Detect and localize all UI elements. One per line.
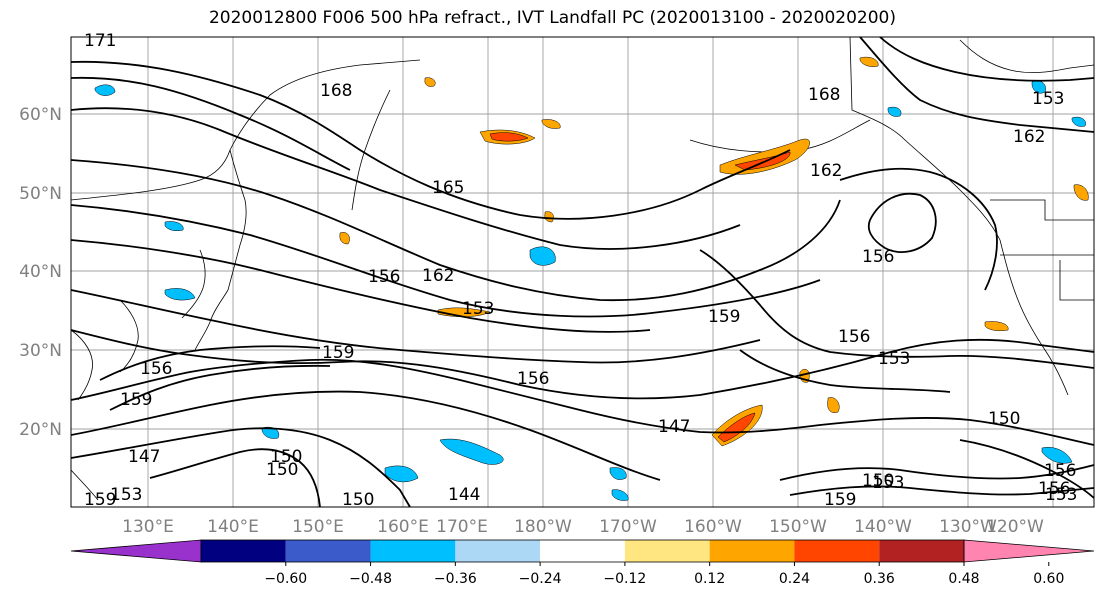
contour-label: 156: [140, 359, 172, 379]
lon-label: 170°E: [436, 517, 488, 537]
contour-labels: 171 168 165 162 156 153 159 156 150 147 …: [84, 31, 1077, 510]
map-panel: 171 168 165 162 156 153 159 156 150 147 …: [70, 31, 1095, 510]
map-frame: [70, 36, 1095, 508]
contour-label: 150: [270, 447, 302, 467]
colorbar-tick-label: 0.36: [864, 571, 895, 587]
lat-label: 20°N: [19, 420, 62, 440]
colorbar-tick-label: 0.60: [1033, 571, 1064, 587]
lon-label: 170°W: [599, 517, 657, 537]
contour-label: 147: [128, 447, 160, 467]
lon-label: 160°W: [684, 517, 742, 537]
lon-label: 180°W: [514, 517, 572, 537]
colorbar-tick-label: −0.48: [349, 571, 392, 587]
lat-label: 60°N: [19, 105, 62, 125]
contour-label: 153: [878, 349, 910, 369]
colorbar-bin: [201, 540, 286, 562]
contour-label: 156: [838, 327, 870, 347]
contour-label: 159: [322, 343, 354, 363]
colorbar-bin: [370, 540, 456, 562]
lat-label: 40°N: [19, 262, 62, 282]
contour-label: 159: [120, 390, 152, 410]
colorbar-bin: [540, 540, 625, 562]
colorbar: −0.60 −0.48 −0.36 −0.24 −0.12 0.12 0.24 0.36 0.4…: [70, 539, 1095, 587]
lon-label: 140°E: [207, 517, 259, 537]
contour-label: 159: [708, 307, 740, 327]
contour-label: 153: [110, 485, 142, 505]
contour-label: 150: [342, 490, 374, 510]
contour-label: 153: [462, 299, 494, 319]
colorbar-tick-label: −0.24: [519, 571, 562, 587]
colorbar-bins: [70, 539, 1095, 563]
contour-label: 165: [432, 178, 464, 198]
contour-label: 156: [1044, 461, 1076, 481]
colorbar-tick-label: −0.60: [264, 571, 307, 587]
contour-label: 156: [517, 369, 549, 389]
gridlines: [71, 37, 1094, 507]
lat-label: 30°N: [19, 341, 62, 361]
contour-label: 153: [872, 473, 904, 493]
colorbar-bin: [624, 540, 710, 562]
colorbar-extend-high: [963, 539, 1095, 563]
refractivity-contours: [70, 36, 1095, 508]
lon-label: 150°W: [769, 517, 827, 537]
lon-label: 120°W: [986, 517, 1044, 537]
contour-label: 171: [84, 31, 116, 51]
lon-label: 130°E: [122, 517, 174, 537]
colorbar-bin: [285, 540, 371, 562]
contour-label: 153: [1032, 89, 1064, 109]
contour-label: 168: [808, 85, 840, 105]
contour-label: 159: [824, 490, 856, 510]
colorbar-tick-label: 0.24: [779, 571, 810, 587]
map-background: [71, 37, 1094, 507]
contour-label: 144: [448, 485, 480, 505]
lon-label: 150°E: [292, 517, 344, 537]
lon-label: 160°E: [377, 517, 429, 537]
lat-axis: 60°N 50°N 40°N 30°N 20°N: [19, 105, 62, 440]
colorbar-extend-low: [70, 539, 202, 563]
map-title: 2020012800 F006 500 hPa refract., IVT La…: [208, 8, 896, 28]
contour-label: 147: [658, 417, 690, 437]
colorbar-tick-label: 0.12: [694, 571, 725, 587]
lon-axis: 130°E 140°E 150°E 160°E 170°E 180°W 170°…: [122, 517, 1044, 537]
colorbar-tick-label: 0.48: [948, 571, 979, 587]
contour-label: 156: [1038, 479, 1070, 499]
contour-label: 150: [988, 409, 1020, 429]
contour-label: 162: [810, 161, 842, 181]
colorbar-bin: [794, 540, 880, 562]
lat-label: 50°N: [19, 184, 62, 204]
colorbar-tick-label: −0.36: [434, 571, 477, 587]
contour-label: 153: [1045, 485, 1077, 505]
contour-label: 156: [368, 267, 400, 287]
contour-label: 168: [320, 81, 352, 101]
coastlines: [70, 36, 1095, 501]
contour-label: 156: [862, 247, 894, 267]
colorbar-frame: [200, 539, 965, 563]
contour-label: 162: [1013, 127, 1045, 147]
anomaly-shading: [94, 56, 1089, 501]
colorbar-bin: [455, 540, 541, 562]
contour-label: 162: [422, 266, 454, 286]
colorbar-tick-label: −0.12: [603, 571, 646, 587]
contour-label: 159: [84, 490, 116, 510]
colorbar-ticks: −0.60 −0.48 −0.36 −0.24 −0.12 0.12 0.24 0.36 0.4…: [264, 562, 1064, 587]
colorbar-bin: [709, 540, 795, 562]
lon-label: 140°W: [854, 517, 912, 537]
colorbar-bin: [879, 540, 964, 562]
lon-label: 130°W: [939, 517, 997, 537]
contour-label: 150: [266, 460, 298, 480]
contour-label: 150: [862, 471, 894, 491]
